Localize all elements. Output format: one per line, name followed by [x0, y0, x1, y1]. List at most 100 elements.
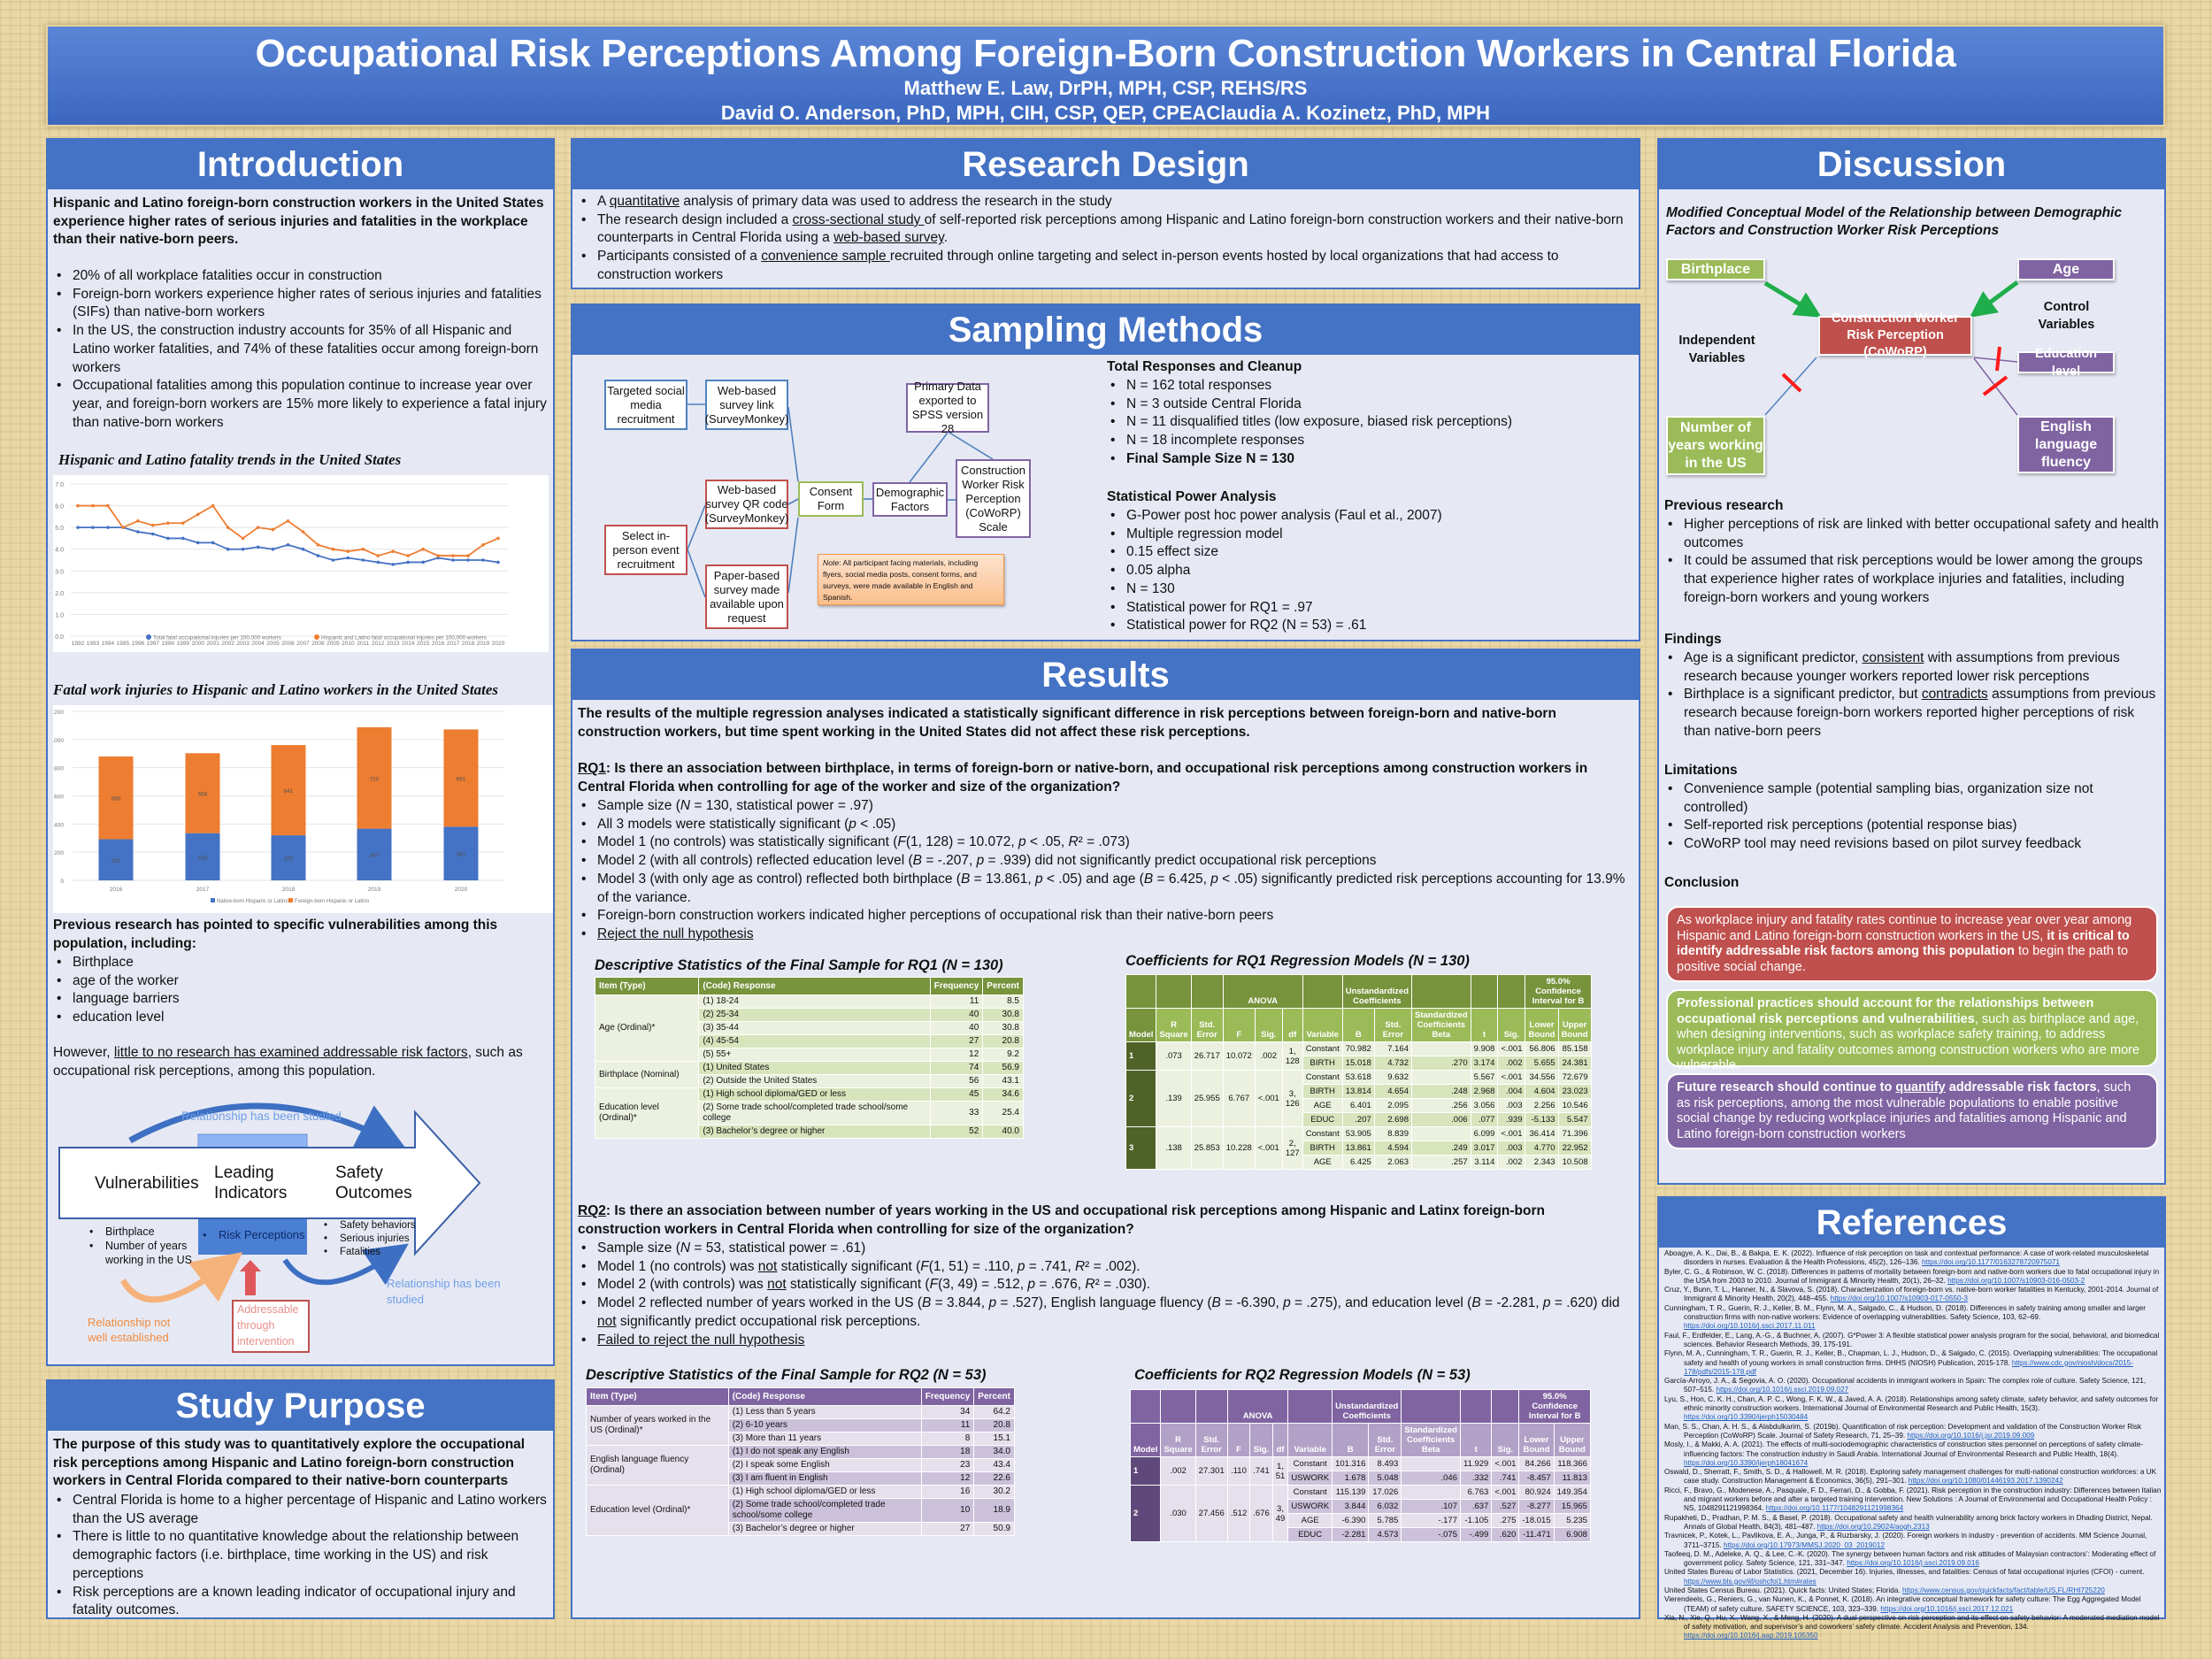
reference-link[interactable]: https://doi.org/10.1016/j.ssci.2017.12.0…	[1880, 1604, 2014, 1613]
value-cell: 11.813	[1553, 1471, 1591, 1486]
reference-link[interactable]: https://doi.org/10.1016/j.aap.2019.10535…	[1684, 1632, 1818, 1640]
variable-cell: USWORK	[1287, 1499, 1333, 1514]
table-row: (2) Some trade school/completed trade sc…	[587, 1498, 1015, 1523]
prev-research-text: Previous research has pointed to specifi…	[53, 918, 498, 951]
list-item: Model 1 (no controls) was not statistica…	[578, 1258, 1631, 1277]
reference-link[interactable]: https://doi.org/10.3390/ijerph15030484	[1684, 1413, 1809, 1422]
column-header: df	[1271, 1423, 1289, 1457]
flow-qr-code: Web-based survey QR code (SurveyMonkey)	[705, 480, 788, 529]
model-cell: 2	[1125, 1070, 1157, 1127]
percent-cell: 43.4	[973, 1458, 1015, 1472]
value-cell: 17.026	[1368, 1485, 1402, 1500]
variable-cell: AGE	[1302, 1098, 1343, 1113]
value-cell: 1.678	[1332, 1471, 1370, 1486]
chart1-title: Hispanic and Latino fatality trends in t…	[58, 451, 402, 468]
list-item: Failed to reject the null hypothesis	[578, 1332, 1631, 1350]
value-cell: 53.905	[1341, 1126, 1375, 1141]
reference-link[interactable]: https://doi.org/10.1177/0163278720975071	[1921, 1258, 2060, 1267]
list-item: Model 2 reflected number of years worked…	[578, 1294, 1631, 1331]
not-significant-mark	[1781, 373, 1802, 393]
table-row: BIRTH 13.814 4.654.248 2.968.004 4.604 23.023	[1126, 1084, 1592, 1099]
reference-link[interactable]: https://doi.org/10.1016/j.jsr.2019.09.00…	[1907, 1431, 2035, 1440]
data-point	[331, 558, 335, 562]
data-point	[121, 526, 125, 529]
table-row: (2) Some trade school/completed trade sc…	[595, 1101, 1024, 1125]
reference-link[interactable]: https://doi.org/10.1016/j.ssci.2019.09.0…	[1847, 1559, 1979, 1568]
sampling-flowchart: Targeted social media recruitment Web-ba…	[593, 358, 1115, 634]
not-established-arc	[119, 1251, 243, 1303]
value-cell: -18.015	[1518, 1513, 1555, 1528]
list-item: Safety behaviors	[320, 1219, 426, 1233]
percent-cell: 56.9	[982, 1061, 1024, 1075]
reference-link[interactable]: https://doi.org/10.1016/j.ssci.2017.11.0…	[1684, 1322, 1816, 1331]
reference-link[interactable]: https://doi.org/10.1007/s10903-017-0550-…	[1830, 1294, 1968, 1303]
reference-item: Mosly, I., & Makki, A. A. (2021). The ef…	[1664, 1440, 2144, 1467]
reference-link[interactable]: https://doi.org/10.17973/MMSJ.2020_03_20…	[1723, 1540, 1886, 1549]
text-run: B	[1143, 871, 1154, 887]
data-label: 367	[370, 853, 380, 859]
column-header: Std. Error	[1190, 1008, 1224, 1042]
education-line	[1973, 357, 2018, 363]
percent-cell: 22.6	[973, 1471, 1015, 1486]
reference-link[interactable]: https://doi.org/10.3390/ijerph18041674	[1684, 1458, 1809, 1467]
discussion-heading: Discussion	[1659, 140, 2164, 189]
percent-cell: 34.6	[982, 1087, 1024, 1102]
value-cell: 24.381	[1557, 1056, 1592, 1071]
column-header: Item (Type)	[586, 1387, 729, 1406]
rq1-bullets: Sample size (N = 130, statistical power …	[578, 797, 1631, 944]
reference-link[interactable]: https://doi.org/10.29024/aogh.2313	[1816, 1522, 1930, 1531]
value-cell: 8.493	[1368, 1456, 1402, 1471]
column-header: Variable	[1287, 1423, 1333, 1457]
data-point	[136, 530, 140, 534]
list-item: Fatalities	[320, 1246, 426, 1259]
variable-cell: EDUC	[1287, 1527, 1333, 1542]
reference-link[interactable]: https://www.cdc.gov/niosh/docs/2015-178/…	[1684, 1358, 2133, 1376]
text-run: p	[976, 853, 985, 869]
list-item: Reject the null hypothesis	[578, 926, 1631, 944]
list-item: Higher perceptions of risk are linked wi…	[1664, 516, 2160, 552]
bar-segment	[98, 839, 134, 880]
list-item: A quantitative analysis of primary data …	[578, 193, 1631, 211]
list-item: Foreign-born construction workers indica…	[578, 907, 1631, 926]
reference-link[interactable]: https://www.census.gov/quickfacts/fact/t…	[1901, 1586, 2105, 1594]
percent-cell: 20.8	[982, 1034, 1024, 1048]
text-run: B	[960, 871, 971, 887]
column-header: Frequency	[920, 1387, 975, 1406]
coef1-title: Coefficients for RQ1 Regression Models (…	[1125, 953, 1470, 969]
y-tick-label: 1.0	[55, 612, 64, 618]
column-header: R Square	[1160, 1423, 1196, 1457]
reference-item: Man, S. S., Chan, A. H. S., & Alabdulkar…	[1664, 1422, 2142, 1440]
response-cell: (3) Bachelor’s degree or higher	[698, 1125, 931, 1139]
data-point	[136, 518, 140, 523]
y-tick-label: 1000	[53, 738, 64, 744]
reference-link[interactable]: https://www.bls.gov/iif/oshcfoi1.htm#rat…	[1684, 1577, 1816, 1586]
value-cell: 3.017	[1470, 1141, 1499, 1156]
y-tick-label: 0.0	[55, 634, 64, 641]
value-cell: .256	[1411, 1098, 1471, 1113]
reference-link[interactable]: https://doi.org/10.1080/01446193.2017.13…	[1908, 1477, 2063, 1486]
results-panel: Results The results of the multiple regr…	[571, 649, 1640, 1619]
x-tick-label: 2005	[266, 641, 280, 647]
x-tick-label: 2016	[432, 641, 445, 647]
reference-link[interactable]: https://doi.org/10.1007/s10903-016-0503-…	[1947, 1276, 2085, 1285]
text-run: p	[1017, 1258, 1025, 1274]
text-run: B	[912, 853, 923, 869]
list-item: In the US, the construction industry acc…	[53, 322, 549, 377]
sig-cell: <.001	[1254, 1070, 1283, 1127]
frequency-cell: 11	[929, 995, 984, 1009]
value-cell: -5.133	[1525, 1112, 1559, 1127]
table-row: AGE -6.390 5.785 -.177 -1.105.275 -18.015 5.23…	[1131, 1513, 1591, 1528]
reference-link[interactable]: https://doi.org/10.1016/j.ssci.2019.09.0…	[1716, 1386, 1849, 1394]
group-header	[1287, 1389, 1333, 1424]
bar-segment	[357, 726, 392, 829]
data-point	[391, 563, 396, 566]
text-run: quantify	[1895, 1080, 1946, 1094]
cleanup-list: N = 162 total responsesN = 3 outside Cen…	[1107, 377, 1638, 469]
data-point	[241, 547, 245, 551]
percent-cell: 8.5	[982, 995, 1024, 1009]
value-cell: 5.547	[1557, 1112, 1592, 1127]
text-run: p	[1018, 834, 1026, 850]
reference-link[interactable]: https://doi.org/10.1177/1048291121998364	[1765, 1504, 1904, 1513]
limitations-heading: Limitations	[1664, 763, 1738, 778]
author-line-1: Matthew E. Law, DrPH, MPH, CSP, REHS/RS	[903, 77, 1308, 99]
